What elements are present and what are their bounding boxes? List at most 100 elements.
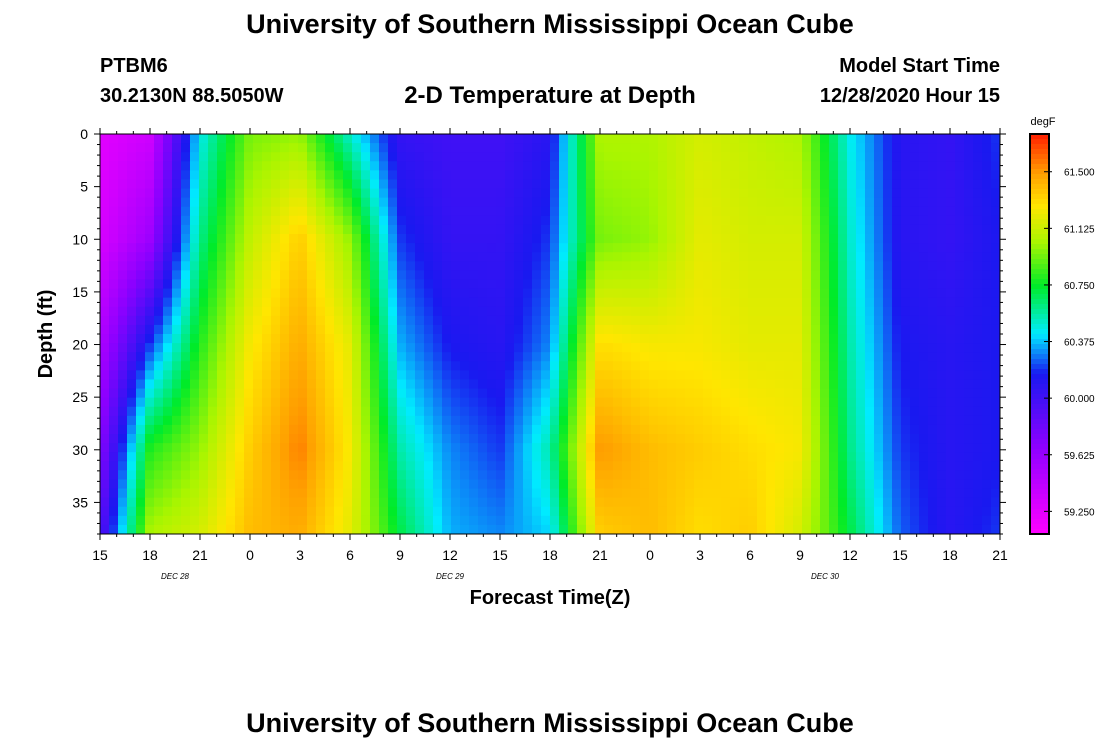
heatmap-cell — [352, 134, 362, 144]
heatmap-cell — [487, 361, 497, 371]
heatmap-cell — [136, 243, 146, 253]
heatmap-cell — [343, 279, 353, 290]
heatmap-cell — [496, 306, 506, 317]
heatmap-cell — [775, 279, 785, 290]
heatmap-cell — [775, 261, 785, 271]
heatmap-cell — [955, 506, 965, 517]
heatmap-cell — [622, 252, 632, 262]
heatmap-cell — [766, 415, 776, 426]
heatmap-cell — [208, 288, 218, 299]
heatmap-cell — [460, 443, 470, 453]
heatmap-cell — [334, 224, 344, 235]
heatmap-cell — [163, 197, 173, 208]
heatmap-cell — [460, 424, 470, 435]
heatmap-cell — [154, 397, 164, 408]
heatmap-cell — [550, 361, 560, 371]
heatmap-cell — [784, 152, 794, 162]
heatmap-cell — [379, 161, 389, 171]
heatmap-cell — [955, 324, 965, 335]
heatmap-cell — [793, 397, 803, 408]
heatmap-cell — [100, 134, 110, 144]
heatmap-cell — [460, 206, 470, 217]
heatmap-cell — [109, 479, 119, 490]
heatmap-cell — [883, 179, 893, 190]
heatmap-cell — [163, 152, 173, 162]
heatmap-cell — [217, 234, 227, 244]
heatmap-cell — [946, 134, 956, 144]
heatmap-cell — [757, 397, 767, 408]
heatmap-cell — [982, 161, 992, 171]
heatmap-cell — [811, 324, 821, 335]
heatmap-cell — [136, 279, 146, 290]
heatmap-cell — [694, 188, 704, 199]
heatmap-cell — [361, 261, 371, 271]
heatmap-cell — [631, 343, 641, 353]
heatmap-cell — [370, 179, 380, 190]
heatmap-cell — [253, 261, 263, 271]
heatmap-cell — [802, 197, 812, 208]
heatmap-cell — [496, 143, 506, 153]
heatmap-cell — [388, 397, 398, 408]
heatmap-cell — [460, 170, 470, 181]
heatmap-cell — [514, 143, 524, 153]
heatmap-cell — [244, 343, 254, 353]
heatmap-cell — [388, 261, 398, 271]
heatmap-cell — [532, 361, 542, 371]
heatmap-cell — [586, 470, 596, 481]
heatmap-cell — [118, 261, 128, 271]
heatmap-cell — [604, 461, 614, 471]
heatmap-cell — [226, 197, 236, 208]
heatmap-cell — [235, 206, 245, 217]
heatmap-cell — [262, 134, 272, 144]
heatmap-cell — [109, 243, 119, 253]
heatmap-cell — [829, 161, 839, 171]
heatmap-cell — [712, 306, 722, 317]
heatmap-cell — [883, 234, 893, 244]
heatmap-cell — [811, 461, 821, 471]
heatmap-cell — [550, 424, 560, 435]
heatmap-cell — [280, 134, 290, 144]
heatmap-cell — [145, 361, 155, 371]
heatmap-cell — [298, 315, 308, 326]
heatmap-cell — [694, 197, 704, 208]
heatmap-cell — [181, 306, 191, 317]
heatmap-cell — [892, 343, 902, 353]
heatmap-cell — [316, 488, 326, 499]
heatmap-cell — [937, 406, 947, 417]
heatmap-cell — [289, 361, 299, 371]
heatmap-cell — [631, 279, 641, 290]
heatmap-cell — [262, 434, 272, 444]
heatmap-cell — [964, 252, 974, 262]
heatmap-cell — [991, 379, 1000, 390]
heatmap-cell — [811, 188, 821, 199]
heatmap-cell — [235, 188, 245, 199]
heatmap-cell — [541, 179, 551, 190]
heatmap-cell — [235, 497, 245, 508]
heatmap-cell — [910, 197, 920, 208]
heatmap-cell — [865, 343, 875, 353]
heatmap-cell — [334, 515, 344, 526]
heatmap-cell — [910, 388, 920, 399]
heatmap-cell — [388, 143, 398, 153]
heatmap-cell — [892, 279, 902, 290]
heatmap-cell — [370, 397, 380, 408]
heatmap-cell — [766, 524, 776, 534]
heatmap-cell — [703, 252, 713, 262]
heatmap-cell — [424, 479, 434, 490]
heatmap-cell — [991, 234, 1000, 244]
heatmap-cell — [946, 152, 956, 162]
heatmap-cell — [280, 488, 290, 499]
heatmap-cell — [865, 370, 875, 381]
heatmap-cell — [856, 352, 866, 362]
heatmap-cell — [469, 179, 479, 190]
heatmap-cell — [226, 361, 236, 371]
heatmap-cell — [595, 524, 605, 534]
heatmap-cell — [334, 461, 344, 471]
heatmap-cell — [811, 306, 821, 317]
heatmap-cell — [622, 343, 632, 353]
heatmap-cell — [208, 370, 218, 381]
heatmap-cell — [541, 497, 551, 508]
heatmap-cell — [451, 243, 461, 253]
heatmap-cell — [577, 234, 587, 244]
heatmap-cell — [532, 324, 542, 335]
